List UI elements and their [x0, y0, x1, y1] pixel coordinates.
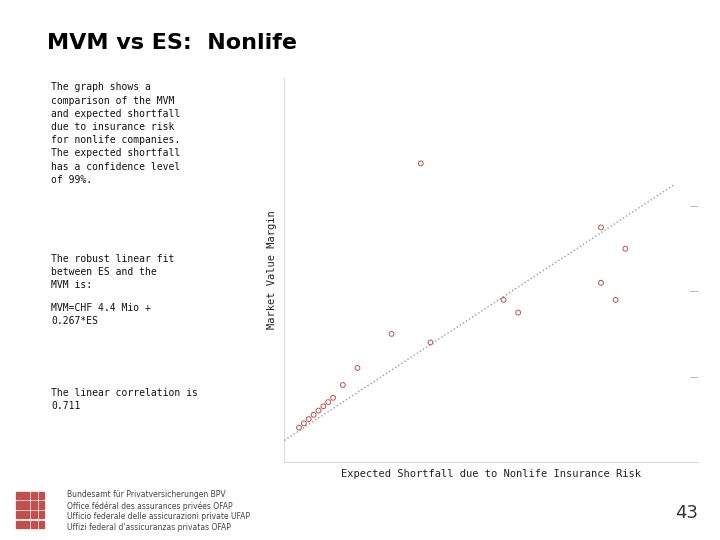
Text: MVM=CHF 4.4 Mio +
0.267*ES: MVM=CHF 4.4 Mio + 0.267*ES [51, 302, 151, 326]
Point [298, 419, 310, 428]
Bar [23, 511, 30, 518]
Text: The robust linear fit
between ES and the
MVM is:: The robust linear fit between ES and the… [51, 254, 174, 290]
Y-axis label: Market Value Margin: Market Value Margin [267, 211, 277, 329]
Point [595, 279, 607, 287]
Bar [31, 521, 37, 528]
Point [386, 329, 397, 338]
Bar [31, 511, 37, 518]
Bar [16, 501, 22, 509]
X-axis label: Expected Shortfall due to Nonlife Insurance Risk: Expected Shortfall due to Nonlife Insura… [341, 469, 642, 478]
Bar [16, 521, 22, 528]
Text: Bundesamt für Privatversicherungen BPV: Bundesamt für Privatversicherungen BPV [67, 490, 225, 500]
Point [303, 415, 315, 423]
Bar [31, 501, 37, 509]
Bar [16, 491, 22, 499]
Point [425, 338, 436, 347]
Bar [31, 491, 37, 499]
Point [293, 423, 305, 432]
Bar [39, 511, 44, 518]
Bar [23, 521, 30, 528]
Point [323, 398, 334, 407]
Point [595, 223, 607, 232]
Bar [23, 491, 30, 499]
Text: Uffizi federal d'assicuranzas privatas OFAP: Uffizi federal d'assicuranzas privatas O… [67, 523, 231, 532]
Point [498, 295, 509, 304]
Text: The linear correlation is
0.711: The linear correlation is 0.711 [51, 388, 198, 411]
Bar [39, 491, 44, 499]
Point [328, 394, 339, 402]
Bar [39, 501, 44, 509]
Bar [23, 501, 30, 509]
Point [620, 245, 631, 253]
Text: 43: 43 [675, 504, 698, 522]
Point [312, 406, 324, 415]
Point [610, 295, 621, 304]
Point [415, 159, 426, 168]
Text: The graph shows a
comparison of the MVM
and expected shortfall
due to insurance : The graph shows a comparison of the MVM … [51, 83, 181, 185]
Point [351, 363, 363, 372]
Point [337, 381, 348, 389]
Text: Office fédéral des assurances privées OFAP: Office fédéral des assurances privées OF… [67, 501, 233, 511]
Text: Ufficio federale delle assicurazioni private UFAP: Ufficio federale delle assicurazioni pri… [67, 512, 250, 521]
Text: MVM vs ES:  Nonlife: MVM vs ES: Nonlife [47, 33, 297, 53]
Bar [39, 521, 44, 528]
Point [513, 308, 524, 317]
Bar [16, 511, 22, 518]
Point [318, 402, 329, 410]
Point [308, 410, 320, 419]
